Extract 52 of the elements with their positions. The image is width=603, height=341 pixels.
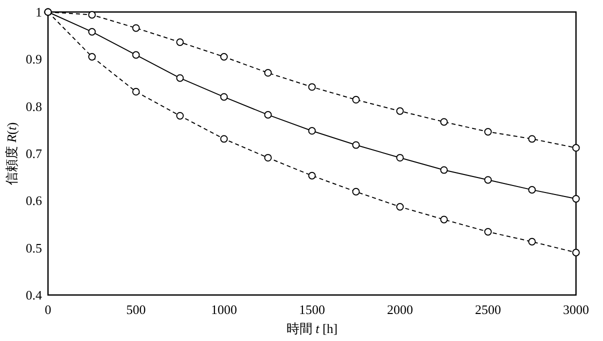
point [352,188,360,196]
point [88,53,96,61]
x-tick-label: 3000 [563,302,589,317]
point [132,51,140,59]
point [352,141,360,149]
point [440,166,448,174]
point [440,118,448,126]
point [396,203,404,211]
y-tick-label: 0.8 [26,98,42,114]
point [396,154,404,162]
point [396,107,404,115]
x-tick-label: 500 [126,302,146,317]
point [220,53,228,61]
point [572,194,580,203]
point [220,93,228,101]
point [572,144,580,152]
point [220,135,228,143]
y-tick-label: 1 [36,4,42,20]
point [308,83,316,91]
point [308,127,316,135]
point [308,172,316,180]
y-tick-label: 0.5 [26,240,42,256]
point [352,96,360,104]
point [484,228,492,236]
y-axis-title: 信頼度 R(t) [4,122,19,185]
point [176,74,184,82]
y-tick-label: 0.9 [26,52,42,67]
point [528,135,536,143]
x-tick-label: 2000 [387,302,413,317]
y-tick-label: 0.4 [26,288,42,302]
point [484,176,492,184]
point [176,38,184,46]
point [484,128,492,136]
point [264,111,272,119]
x-tick-label: 1000 [211,302,237,317]
x-axis-title: 時間 t [h] [286,321,338,336]
point [528,238,536,246]
y-tick-label: 0.6 [26,193,42,208]
point [132,88,140,96]
point [132,24,140,32]
point [528,186,536,194]
point [88,28,96,36]
x-tick-label: 1500 [299,302,325,317]
point [440,216,448,224]
y-tick-label: 0.7 [26,146,42,161]
point [572,248,580,256]
x-tick-label: 0 [44,302,52,317]
point [176,112,184,120]
point [264,154,272,162]
point [88,11,96,19]
point [264,69,272,77]
x-tick-label: 2500 [475,302,501,317]
